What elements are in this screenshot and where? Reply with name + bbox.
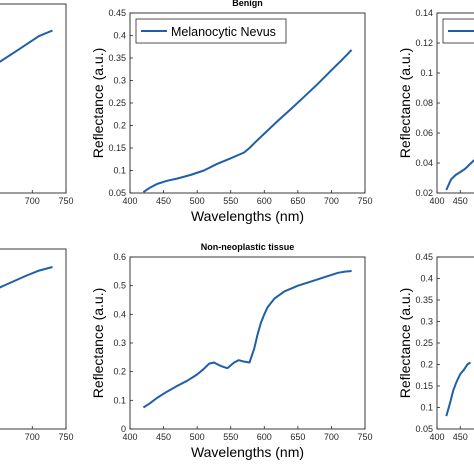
x-tick-label: 400 — [429, 196, 444, 206]
y-tick-label: 0.3 — [420, 317, 433, 327]
x-tick-label: 500 — [190, 432, 205, 442]
y-tick-label: 0.06 — [415, 128, 433, 138]
y-tick-label: 0.15 — [108, 143, 126, 153]
y-tick-label: 0.4 — [113, 31, 126, 41]
x-tick-label: 700 — [324, 196, 339, 206]
y-axis-label: Reflectance (a.u.) — [90, 48, 106, 159]
panel-right-bottom: 400 450 0.05 0.1 0.15 0.2 0.25 0.3 0.35 0.4 0.45 Re… — [397, 252, 474, 442]
y-tick-label: 0.02 — [415, 188, 433, 198]
panel-non-neoplastic: 400 450 500 550 600 650 700 750 0 0.1 0.2 0.3 0.4 0.5… — [90, 242, 373, 460]
x-tick-label: 750 — [58, 196, 73, 206]
y-tick-label: 0.45 — [108, 8, 126, 18]
y-tick-label: 0.1 — [420, 68, 433, 78]
y-axis-label: Reflectance (a.u.) — [397, 288, 413, 399]
y-tick-label: 0.2 — [420, 360, 433, 370]
x-tick-label: 450 — [156, 432, 171, 442]
plot-frame — [129, 256, 366, 430]
y-tick-label: 0.1 — [113, 395, 126, 405]
panel-title: Non-neoplastic tissue — [201, 242, 295, 252]
y-tick-label: 0.25 — [415, 338, 433, 348]
panel-left-top: 700 750 — [0, 3, 74, 206]
x-tick-label: 700 — [25, 196, 40, 206]
y-tick-label: 0.2 — [113, 367, 126, 377]
y-axis-label: Reflectance (a.u.) — [90, 288, 106, 399]
x-tick-label: 750 — [357, 196, 372, 206]
x-tick-label: 500 — [190, 196, 205, 206]
y-tick-label: 0.15 — [415, 381, 433, 391]
x-tick-label: 550 — [223, 196, 238, 206]
x-tick-label: 450 — [453, 196, 468, 206]
x-axis-label: Wavelengths (nm) — [191, 208, 304, 224]
panel-benign: 400 450 500 550 600 650 700 750 0.05 0.1 0.15 0.2 0.… — [90, 0, 373, 224]
y-tick-label: 0.12 — [415, 38, 433, 48]
y-tick-label: 0.25 — [108, 98, 126, 108]
series-line — [142, 270, 352, 409]
x-tick-label: 650 — [290, 196, 305, 206]
series-line — [445, 159, 474, 191]
x-tick-label: 450 — [156, 196, 171, 206]
x-tick-label: 700 — [324, 432, 339, 442]
y-tick-label: 0.5 — [113, 281, 126, 291]
x-tick-label: 450 — [453, 432, 468, 442]
y-tick-label: 0.05 — [415, 424, 433, 434]
x-tick-label: 550 — [223, 432, 238, 442]
x-tick-label: 600 — [257, 432, 272, 442]
y-tick-label: 0.35 — [108, 53, 126, 63]
y-tick-label: 0.4 — [113, 309, 126, 319]
y-tick-label: 0.1 — [420, 403, 433, 413]
y-tick-label: 0.2 — [113, 121, 126, 131]
plot-frame — [0, 248, 67, 430]
y-axis-label: Reflectance (a.u.) — [397, 48, 413, 159]
y-tick-label: 0.6 — [113, 252, 126, 262]
x-tick-label: 750 — [357, 432, 372, 442]
y-tick-label: 0 — [121, 424, 126, 434]
panel-left-bottom: 700 750 — [0, 248, 74, 442]
x-tick-label: 400 — [122, 196, 137, 206]
series-line — [445, 361, 472, 417]
x-tick-label: 400 — [429, 432, 444, 442]
x-axis-label: Wavelengths (nm) — [191, 444, 304, 460]
y-tick-label: 0.05 — [108, 188, 126, 198]
x-tick-label: 750 — [58, 432, 73, 442]
y-tick-label: 0.35 — [415, 295, 433, 305]
x-tick-label: 400 — [122, 432, 137, 442]
x-tick-label: 650 — [290, 432, 305, 442]
legend: Melanocytic Nevus — [135, 18, 287, 44]
series-line — [142, 49, 353, 193]
y-tick-label: 0.1 — [113, 166, 126, 176]
legend-entry: Melanocytic Nevus — [171, 25, 276, 39]
x-tick-label: 600 — [257, 196, 272, 206]
series-line — [0, 29, 53, 63]
y-tick-label: 0.14 — [415, 8, 433, 18]
panel-title: Benign — [232, 0, 263, 8]
y-tick-label: 0.4 — [420, 274, 433, 284]
plot-frame — [0, 3, 67, 194]
y-tick-label: 0.08 — [415, 98, 433, 108]
series-line — [0, 266, 53, 289]
y-tick-label: 0.04 — [415, 158, 433, 168]
plot-frame — [436, 256, 474, 430]
y-tick-label: 0.3 — [113, 76, 126, 86]
y-tick-label: 0.45 — [415, 252, 433, 262]
x-tick-label: 700 — [25, 432, 40, 442]
y-tick-label: 0.3 — [113, 338, 126, 348]
panel-right-top: 400 450 0.02 0.04 0.06 0.08 0.1 0.12 0.14 Reflect… — [397, 8, 474, 206]
